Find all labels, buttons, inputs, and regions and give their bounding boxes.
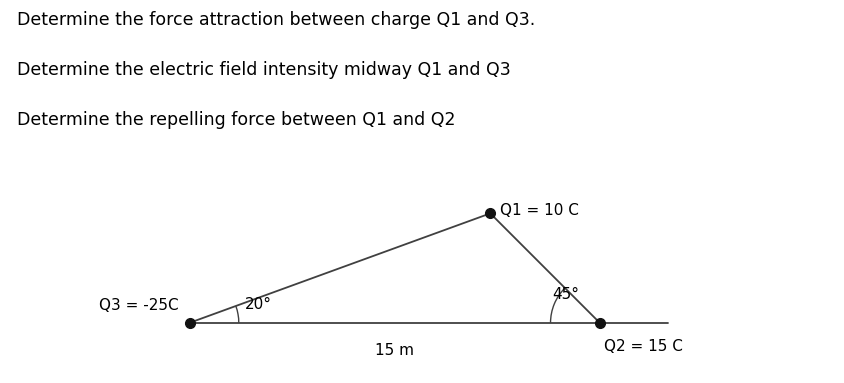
Text: Q2 = 15 C: Q2 = 15 C bbox=[603, 339, 683, 354]
Text: 15 m: 15 m bbox=[375, 343, 414, 358]
Text: 20°: 20° bbox=[246, 297, 273, 312]
Text: Determine the force attraction between charge Q1 and Q3.: Determine the force attraction between c… bbox=[17, 11, 535, 29]
Text: Determine the electric field intensity midway Q1 and Q3: Determine the electric field intensity m… bbox=[17, 61, 511, 79]
Text: Q1 = 10 C: Q1 = 10 C bbox=[500, 203, 579, 218]
Text: Determine the repelling force between Q1 and Q2: Determine the repelling force between Q1… bbox=[17, 111, 456, 129]
Text: Q3 = -25C: Q3 = -25C bbox=[99, 298, 179, 313]
Text: 45°: 45° bbox=[553, 287, 580, 302]
